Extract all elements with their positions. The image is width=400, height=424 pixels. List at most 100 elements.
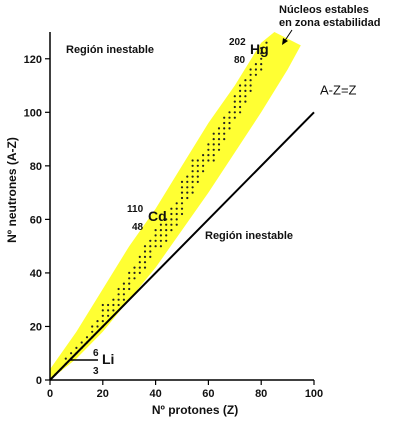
isotope-li-mass: 6 xyxy=(93,348,99,359)
stable-nucleus-point xyxy=(228,111,231,114)
stable-nucleus-point xyxy=(260,68,263,71)
stable-nucleus-point xyxy=(149,255,152,258)
stable-nucleus-point xyxy=(249,89,252,92)
annotation-unstable-bottom: Región inestable xyxy=(205,230,293,242)
stable-nucleus-point xyxy=(117,293,120,296)
stable-nucleus-point xyxy=(170,218,173,221)
y-tick-label: 120 xyxy=(24,54,42,66)
stable-nucleus-point xyxy=(170,223,173,226)
stable-nucleus-point xyxy=(260,63,263,66)
stable-nucleus-point xyxy=(159,245,162,248)
stable-nucleus-point xyxy=(212,148,215,151)
stable-nucleus-point xyxy=(91,325,94,328)
stable-nucleus-point xyxy=(223,132,226,135)
plot-area: 0 20 40 60 80 100 0 20 40 60 80 100 120 xyxy=(24,32,323,400)
stable-nucleus-point xyxy=(186,196,189,200)
stable-nucleus-point xyxy=(239,89,242,92)
isotope-hg-symbol: Hg xyxy=(250,41,269,57)
stable-nucleus-point xyxy=(223,138,226,141)
stable-nucleus-point xyxy=(180,196,184,200)
stable-nuclei xyxy=(54,41,268,376)
stable-nucleus-point xyxy=(265,47,268,50)
stable-nucleus-point xyxy=(249,79,252,82)
stable-nucleus-point xyxy=(143,255,147,258)
stable-nucleus-point xyxy=(244,79,247,82)
stable-nucleus-point xyxy=(133,266,136,269)
isotope-hg-mass: 202 xyxy=(229,37,246,48)
stable-nucleus-point xyxy=(154,234,157,237)
stable-nucleus-point xyxy=(233,100,236,103)
stable-nucleus-point xyxy=(191,191,194,194)
stable-nucleus-point xyxy=(101,309,104,312)
stable-nucleus-point xyxy=(96,325,99,328)
stable-nucleus-point xyxy=(228,121,231,125)
annotation-stable-line2: en zona estabilidad xyxy=(279,17,380,29)
stable-nucleus-point xyxy=(239,84,242,87)
stable-nucleus-point xyxy=(207,159,210,162)
stable-nucleus-point xyxy=(112,298,115,301)
stable-nucleus-point xyxy=(191,180,194,183)
stable-nucleus-point xyxy=(249,68,252,71)
stable-nucleus-point xyxy=(122,282,125,285)
stable-nucleus-point xyxy=(138,266,141,269)
stable-nucleus-point xyxy=(165,223,168,226)
stable-nucleus-point xyxy=(159,229,162,232)
stable-nucleus-point xyxy=(244,100,247,103)
stable-nucleus-point xyxy=(233,105,236,109)
stable-nucleus-point xyxy=(117,303,120,307)
stable-nucleus-point xyxy=(138,255,141,258)
stable-nucleus-point xyxy=(254,68,257,71)
stable-nucleus-point xyxy=(265,52,268,55)
stable-nucleus-point xyxy=(180,191,184,194)
stable-nucleus-point xyxy=(122,287,125,291)
stable-nucleus-point xyxy=(159,234,162,237)
stable-nucleus-point xyxy=(217,132,221,135)
stable-nucleus-point xyxy=(70,352,73,355)
stable-nucleus-point xyxy=(133,277,136,280)
stable-nucleus-point xyxy=(223,116,226,119)
stable-nucleus-point xyxy=(217,143,221,146)
annotation-stable-line1: Núcleos estables xyxy=(279,4,369,16)
stable-nucleus-point xyxy=(143,266,147,269)
stable-nucleus-point xyxy=(207,148,210,151)
stable-nucleus-point xyxy=(180,212,184,216)
stable-nucleus-point xyxy=(249,73,252,76)
stable-nucleus-point xyxy=(202,154,205,157)
stable-nucleus-point xyxy=(244,84,247,87)
x-tick-label: 40 xyxy=(149,388,161,400)
stable-nucleus-point xyxy=(254,73,257,76)
stable-nucleus-point xyxy=(239,100,242,103)
stable-nucleus-point xyxy=(128,282,131,285)
stable-nucleus-point xyxy=(244,95,247,98)
stable-nucleus-point xyxy=(170,229,173,232)
stable-nucleus-point xyxy=(180,186,184,189)
isotope-li: 6 Li 3 xyxy=(70,348,114,377)
stable-nucleus-point xyxy=(149,239,152,242)
stable-nucleus-point xyxy=(239,105,242,109)
stable-nucleus-point xyxy=(154,245,157,248)
stable-nucleus-point xyxy=(143,261,147,264)
stable-nucleus-point xyxy=(180,202,184,205)
stable-nucleus-point xyxy=(64,357,67,360)
stable-nucleus-point xyxy=(233,111,236,114)
x-axis-title: Nº protones (Z) xyxy=(152,403,238,417)
reference-line-label: A-Z=Z xyxy=(320,82,357,97)
stable-nucleus-point xyxy=(107,309,110,312)
stable-nucleus-point xyxy=(207,143,210,146)
stable-nucleus-point xyxy=(212,138,215,141)
stable-nucleus-point xyxy=(138,261,141,264)
stable-nucleus-point xyxy=(154,239,157,242)
stable-nucleus-point xyxy=(133,271,136,274)
x-tick-label: 60 xyxy=(202,388,214,400)
stable-nucleus-point xyxy=(122,293,125,296)
isotope-cd-atomic: 48 xyxy=(132,222,144,233)
stable-nucleus-point xyxy=(128,287,131,291)
stable-nucleus-point xyxy=(191,164,194,167)
stable-nucleus-point xyxy=(159,239,162,242)
stable-nucleus-point xyxy=(212,132,215,135)
stability-band xyxy=(50,32,301,380)
stable-nucleus-point xyxy=(80,341,83,344)
isotope-li-atomic: 3 xyxy=(93,366,99,377)
stable-nucleus-point xyxy=(196,175,199,178)
x-tick-label: 80 xyxy=(255,388,267,400)
